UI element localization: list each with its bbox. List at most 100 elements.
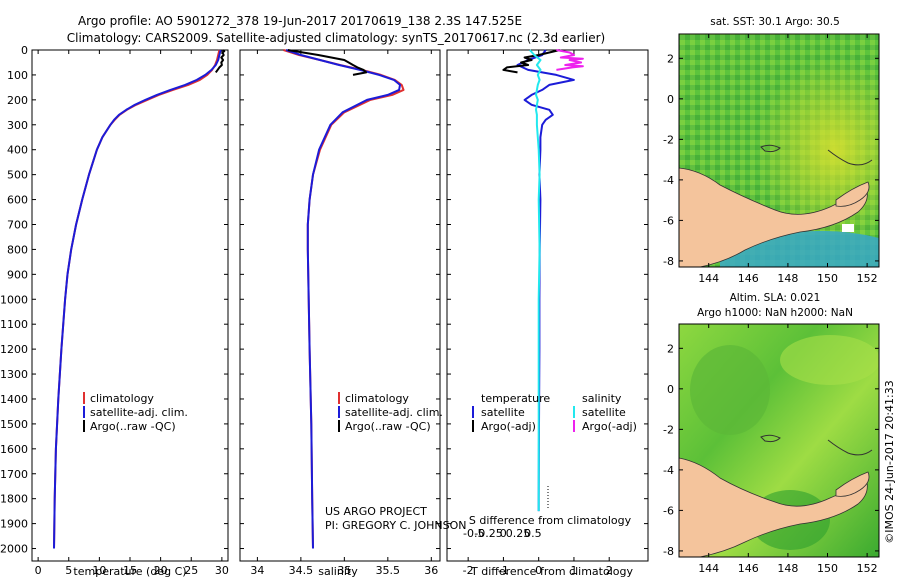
map-y-tick-label: 0: [667, 383, 674, 396]
map-y-tick-label: 2: [667, 52, 674, 65]
legend-label-s-argo: Argo(-adj): [582, 420, 637, 433]
y-tick-label: 400: [7, 144, 28, 157]
legend-label-argo: Argo(..raw -QC): [90, 420, 176, 433]
legend-title-salinity: salinity: [582, 392, 622, 405]
x-tick-label: -1: [498, 564, 509, 577]
s-tick-label: 0: [500, 527, 507, 540]
difference-legend: temperature salinity satellite Argo(-adj…: [472, 392, 637, 433]
sla-low-patch: [690, 345, 770, 435]
map-y-tick-label: -2: [663, 423, 674, 436]
x-tick-label: 10: [92, 564, 106, 577]
y-tick-label: 900: [7, 268, 28, 281]
y-tick-label: 1700: [0, 468, 28, 481]
map-y-tick-label: -4: [663, 174, 674, 187]
temperature-legend: climatology satellite-adj. clim. Argo(..…: [83, 392, 188, 433]
map-y-tick-label: -6: [663, 504, 674, 517]
map-y-tick-label: -4: [663, 464, 674, 477]
x-tick-label: 25: [184, 564, 198, 577]
map-y-tick-label: -2: [663, 133, 674, 146]
figure-title-line2: Climatology: CARS2009. Satellite-adjuste…: [67, 31, 605, 45]
map-y-tick-label: -8: [663, 255, 674, 268]
sla-map-axes: 144 146 148 150 152 2 0 -2 -4 -6 -8: [663, 324, 879, 575]
series-line-argo-raw-qc: [287, 49, 368, 76]
new-britain-land: [835, 181, 870, 207]
sst-missing-data: [842, 224, 854, 232]
salinity-xlabel: salinity: [318, 565, 358, 578]
t-difference-xlabel: T difference from climatology: [470, 565, 633, 578]
island-outline: [760, 434, 781, 443]
legend-label-t-argo: Argo(-adj): [481, 420, 536, 433]
y-tick-label: 100: [7, 69, 28, 82]
map-x-tick-label: 146: [738, 562, 759, 575]
y-tick-label: 700: [7, 218, 28, 231]
x-tick-label: 1: [570, 564, 577, 577]
map-y-tick-label: 2: [667, 342, 674, 355]
sla-high-patch: [780, 335, 879, 385]
series-line-t-satellite: [516, 49, 575, 512]
x-tick-label: 36: [424, 564, 438, 577]
legend-label-climatology: climatology: [345, 392, 409, 405]
pi-credit: PI: GREGORY C. JOHNSON: [325, 519, 466, 532]
salinity-axes: 34 34.5 35 35.5 36: [240, 49, 440, 577]
s-tick-label: -0.5: [463, 527, 484, 540]
s-difference-xlabel: S difference from climatology: [469, 514, 632, 527]
map-y-tick-label: 0: [667, 93, 674, 106]
y-tick-label: 2000: [0, 543, 28, 556]
s-tick-label: 0.5: [524, 527, 542, 540]
legend-label-argo: Argo(..raw -QC): [345, 420, 431, 433]
series-line-climatology: [283, 49, 405, 549]
map-x-tick-label: 150: [817, 272, 838, 285]
temperature-plot-frame: [31, 49, 229, 562]
s-tick-label: 0.25: [506, 527, 531, 540]
x-tick-label: 0: [535, 564, 542, 577]
new-ireland-outline: [827, 149, 873, 166]
series-line-t-argo-adj: [502, 49, 561, 74]
temperature-series: [53, 49, 226, 549]
y-tick-label: 200: [7, 94, 28, 107]
series-line-climatology: [53, 49, 221, 549]
x-tick-label: 30: [215, 564, 229, 577]
y-tick-label: 800: [7, 243, 28, 256]
y-tick-label: 1000: [0, 293, 28, 306]
salinity-plot-frame: [239, 49, 441, 562]
map-x-tick-label: 152: [857, 272, 878, 285]
difference-series: [502, 49, 584, 512]
x-tick-label: 2: [606, 564, 613, 577]
y-tick-label: 1600: [0, 443, 28, 456]
map-x-tick-label: 144: [698, 562, 719, 575]
map-y-tick-label: -8: [663, 545, 674, 558]
x-tick-label: 15: [123, 564, 137, 577]
y-tick-label: 1300: [0, 368, 28, 381]
legend-label-satellite: satellite-adj. clim.: [345, 406, 443, 419]
new-ireland-outline: [827, 439, 873, 456]
salinity-legend: climatology satellite-adj. clim. Argo(..…: [338, 392, 443, 433]
sst-map-title: sat. SST: 30.1 Argo: 30.5: [710, 16, 840, 28]
sla-map-title-line2: Argo h1000: NaN h2000: NaN: [697, 307, 853, 319]
y-tick-label: 1100: [0, 318, 28, 331]
map-x-tick-label: 148: [777, 562, 798, 575]
figure-title-line1: Argo profile: AO 5901272_378 19-Jun-2017…: [78, 14, 522, 28]
y-tick-label: 1500: [0, 418, 28, 431]
legend-label-climatology: climatology: [90, 392, 154, 405]
y-tick-label: 1200: [0, 343, 28, 356]
temperature-xlabel: temperature (deg C): [73, 565, 186, 578]
series-line-satellite-adj-clim: [285, 49, 401, 549]
y-tick-label: 300: [7, 119, 28, 132]
series-line-argo-raw-qc: [214, 49, 226, 73]
x-tick-label: 34: [250, 564, 264, 577]
sst-map: [679, 34, 879, 267]
sla-map: [679, 324, 879, 557]
x-tick-label: 35.5: [376, 564, 401, 577]
sla-map-title-line1: Altim. SLA: 0.021: [730, 292, 821, 304]
map-x-tick-label: 152: [857, 562, 878, 575]
map-x-tick-label: 144: [698, 272, 719, 285]
legend-label-s-satellite: satellite: [582, 406, 626, 419]
y-tick-label: 0: [21, 44, 28, 57]
map-x-tick-label: 148: [777, 272, 798, 285]
series-line-s-satellite: [529, 49, 542, 512]
x-tick-label: 34.5: [289, 564, 314, 577]
y-tick-label: 1400: [0, 393, 28, 406]
legend-label-satellite: satellite-adj. clim.: [90, 406, 188, 419]
project-credit: US ARGO PROJECT: [325, 505, 427, 518]
